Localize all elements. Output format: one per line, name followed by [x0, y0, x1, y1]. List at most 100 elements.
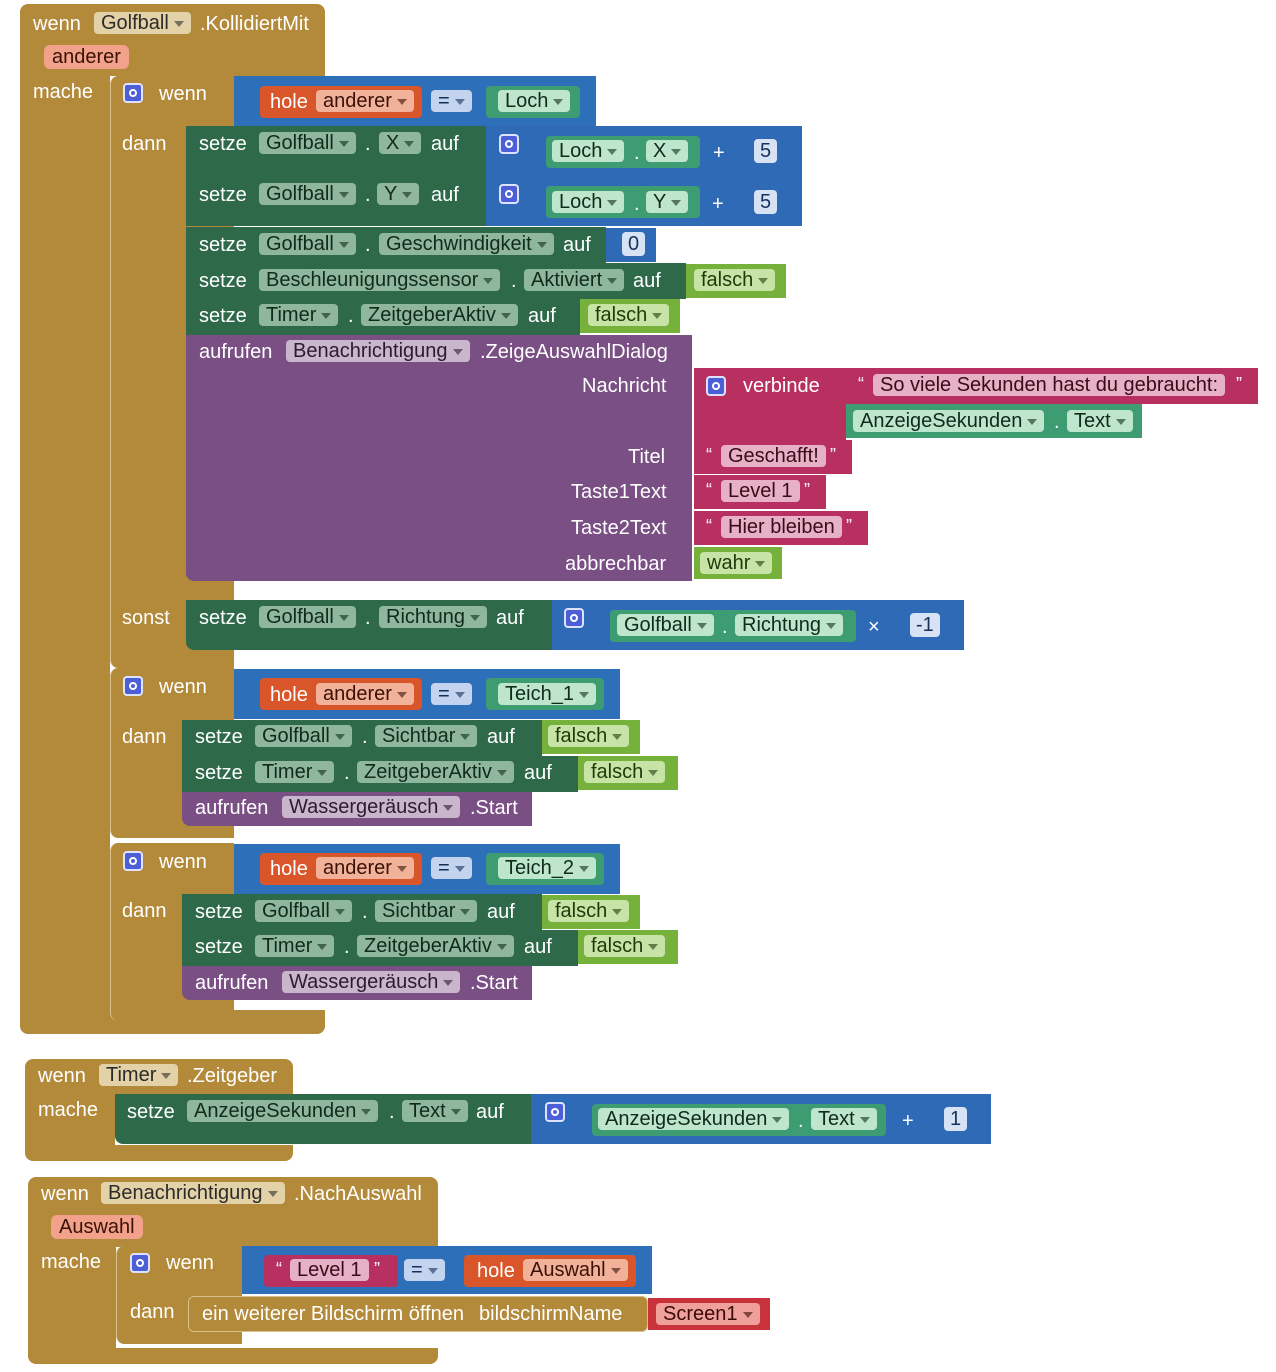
component-dropdown[interactable]: Loch [552, 140, 625, 162]
screen-dropdown[interactable]: Screen1 [656, 1303, 760, 1325]
equals-operator-dropdown[interactable]: = [404, 1259, 445, 1281]
component-dropdown[interactable]: AnzeigeSekunden [187, 1100, 379, 1122]
property-dropdown[interactable]: X [379, 132, 422, 154]
text-value[interactable]: Level 1 [290, 1259, 369, 1281]
gear-icon[interactable] [123, 676, 143, 696]
target-dropdown[interactable]: Teich_1 [498, 683, 596, 705]
boolean-dropdown[interactable]: wahr [700, 552, 773, 574]
component-dropdown[interactable]: Wassergeräusch [282, 796, 461, 818]
number-5[interactable]: 5 [754, 190, 778, 214]
component-dropdown[interactable]: AnzeigeSekunden [598, 1108, 790, 1130]
dot: . [634, 193, 640, 215]
equals-operator-dropdown[interactable]: = [431, 683, 472, 705]
set-golfball-richtung[interactable] [186, 600, 552, 650]
equals-operator-dropdown[interactable]: = [431, 90, 472, 112]
aufrufen-label: aufrufen [195, 972, 269, 994]
component-dropdown[interactable]: AnzeigeSekunden [853, 410, 1045, 432]
open-another-screen-block[interactable] [188, 1296, 648, 1332]
component-dropdown[interactable]: Golfball [255, 725, 352, 747]
property-dropdown[interactable]: Geschwindigkeit [379, 233, 554, 255]
property-dropdown[interactable]: Richtung [735, 614, 843, 636]
component-dropdown[interactable]: Golfball [259, 606, 356, 628]
component-dropdown[interactable]: Timer [259, 304, 339, 326]
boolean-dropdown[interactable]: falsch [584, 761, 666, 783]
component-dropdown[interactable]: Golfball [617, 614, 714, 636]
auf-label: auf [431, 133, 459, 155]
variable-dropdown[interactable]: anderer [316, 90, 414, 112]
gear-icon[interactable] [499, 184, 519, 204]
setze-label: setze [199, 184, 247, 206]
set-golfball-sichtbar[interactable] [182, 720, 542, 756]
component-dropdown[interactable]: Loch [552, 191, 625, 213]
text-value[interactable]: Hier bleiben [721, 516, 842, 538]
component-dropdown[interactable]: Golfball [255, 900, 352, 922]
boolean-dropdown[interactable]: falsch [548, 725, 630, 747]
target-dropdown[interactable]: Loch [498, 90, 571, 112]
component-dropdown[interactable]: Timer [255, 935, 335, 957]
gear-icon[interactable] [706, 376, 726, 396]
gear-icon[interactable] [130, 1253, 150, 1273]
event1-component-dropdown[interactable]: Golfball [94, 12, 191, 34]
property-dropdown[interactable]: Aktiviert [524, 269, 625, 291]
event2-component-dropdown[interactable]: Timer [99, 1064, 179, 1086]
hole-label: hole [270, 684, 308, 706]
number-0[interactable]: 0 [622, 232, 646, 256]
gear-icon[interactable] [545, 1102, 565, 1122]
property-dropdown[interactable]: Y [377, 183, 420, 205]
property-dropdown[interactable]: Y [646, 191, 689, 213]
text-value[interactable]: So viele Sekunden hast du gebraucht: [873, 374, 1226, 396]
equals-operator-dropdown[interactable]: = [431, 857, 472, 879]
property-dropdown[interactable]: ZeitgeberAktiv [357, 935, 514, 957]
param-anderer[interactable]: anderer [44, 45, 129, 69]
component-dropdown[interactable]: Beschleunigungssensor [259, 269, 501, 291]
variable-dropdown[interactable]: anderer [316, 857, 414, 879]
property-dropdown[interactable]: Richtung [379, 606, 487, 628]
variable-dropdown[interactable]: anderer [316, 683, 414, 705]
boolean-dropdown[interactable]: falsch [584, 935, 666, 957]
component-dropdown[interactable]: Wassergeräusch [282, 971, 461, 993]
number-5[interactable]: 5 [754, 139, 778, 163]
gear-icon[interactable] [123, 851, 143, 871]
component-dropdown[interactable]: Golfball [259, 183, 356, 205]
if1-wenn: wenn [159, 83, 207, 105]
boolean-dropdown[interactable]: falsch [588, 304, 670, 326]
number-1[interactable]: 1 [944, 1107, 968, 1131]
dot: . [511, 270, 517, 292]
property-dropdown[interactable]: Sichtbar [375, 725, 478, 747]
property-dropdown[interactable]: Sichtbar [375, 900, 478, 922]
aufrufen-label: aufrufen [195, 797, 269, 819]
boolean-dropdown[interactable]: falsch [694, 269, 776, 291]
setze-label: setze [199, 607, 247, 629]
event3-component-dropdown[interactable]: Benachrichtigung [101, 1182, 285, 1204]
property-dropdown[interactable]: ZeitgeberAktiv [361, 304, 518, 326]
dot: . [1054, 411, 1060, 433]
boolean-dropdown[interactable]: falsch [548, 900, 630, 922]
property-dropdown[interactable]: Text [1067, 410, 1133, 432]
target-dropdown[interactable]: Teich_2 [498, 857, 596, 879]
param-auswahl[interactable]: Auswahl [51, 1215, 143, 1239]
component-dropdown[interactable]: Timer [255, 761, 335, 783]
setze-label: setze [195, 901, 243, 923]
property-dropdown[interactable]: Text [811, 1108, 877, 1130]
gear-icon[interactable] [564, 608, 584, 628]
call-zeigeauswahldialog[interactable] [186, 335, 692, 581]
text-value[interactable]: Geschafft! [721, 445, 826, 467]
hole-label: hole [477, 1260, 515, 1282]
set-golfball-sichtbar[interactable] [182, 894, 542, 930]
gear-icon[interactable] [499, 134, 519, 154]
component-dropdown[interactable]: Golfball [259, 132, 356, 154]
property-dropdown[interactable]: Text [402, 1100, 468, 1122]
component-dropdown[interactable]: Golfball [259, 233, 356, 255]
variable-dropdown[interactable]: Auswahl [523, 1259, 628, 1281]
aufrufen-label: aufrufen [199, 341, 273, 363]
component-dropdown[interactable]: Benachrichtigung [286, 340, 470, 362]
setze-label: setze [199, 270, 247, 292]
setze-label: setze [195, 726, 243, 748]
text-value[interactable]: Level 1 [721, 480, 800, 502]
number-minus1[interactable]: -1 [910, 613, 940, 637]
gear-icon[interactable] [123, 83, 143, 103]
times-operator: × [868, 616, 880, 638]
method-name: .Start [470, 972, 518, 994]
property-dropdown[interactable]: ZeitgeberAktiv [357, 761, 514, 783]
property-dropdown[interactable]: X [646, 140, 689, 162]
